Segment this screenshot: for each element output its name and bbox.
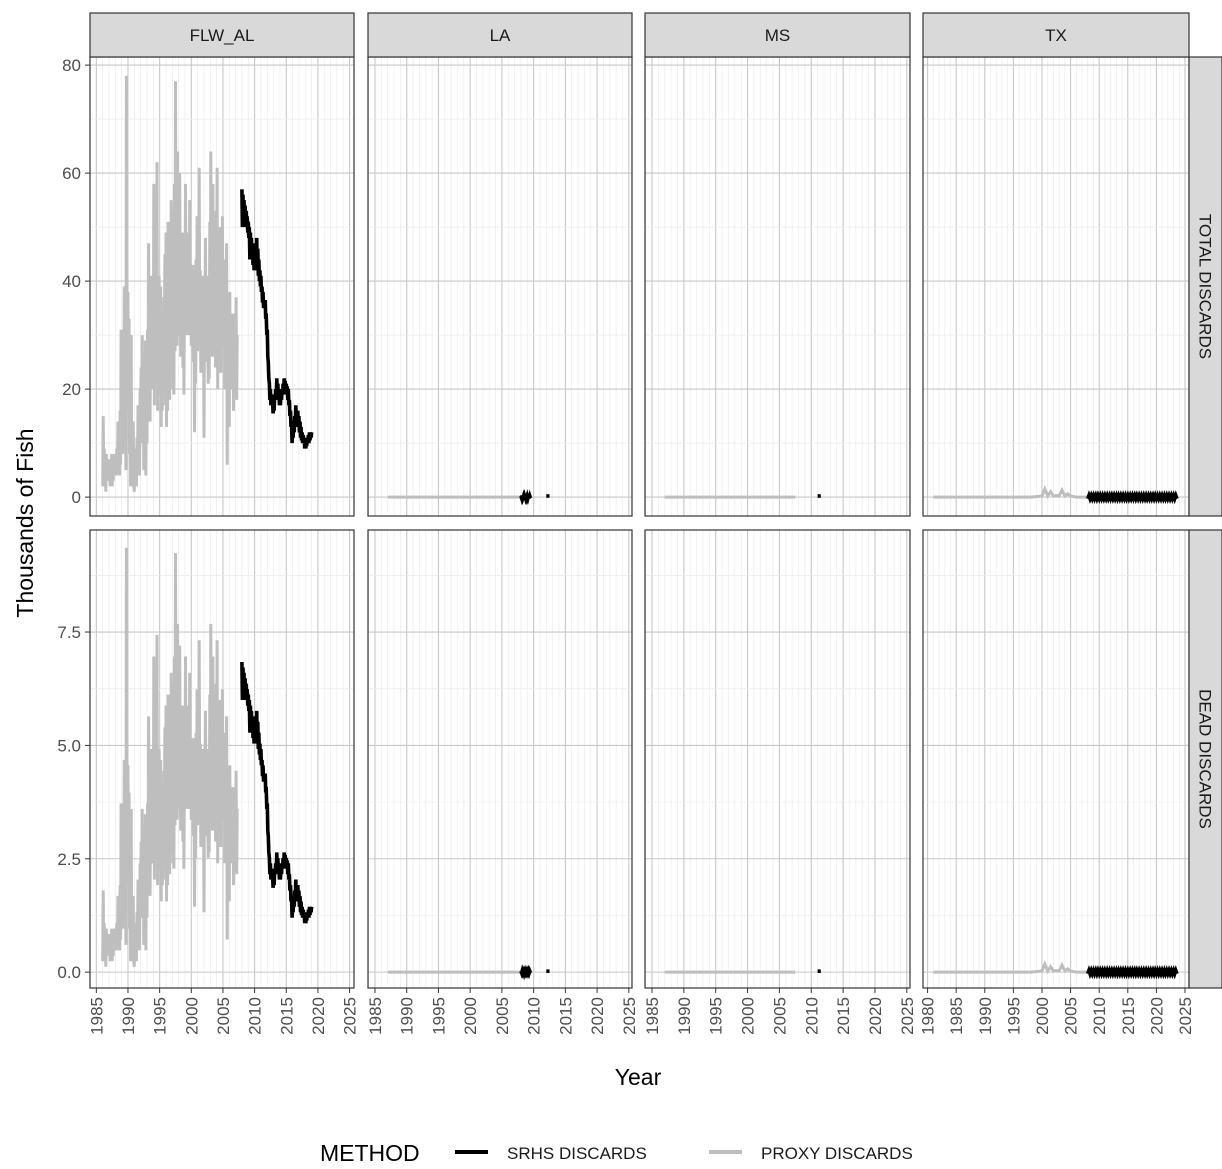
series-line-proxy-discards-dead-discards-flw-al (101, 547, 239, 967)
strip-col-tx (922, 12, 1190, 58)
series-line-srhs-discards-total-discards-la (519, 489, 533, 506)
x-tick-label: 1980 (919, 997, 938, 1035)
series-line-proxy-discards-dead-discards-tx (933, 960, 1088, 975)
x-tick-label: 2020 (588, 997, 607, 1035)
x-tick-label: 1990 (398, 997, 417, 1035)
x-tick-label: 1995 (707, 997, 726, 1035)
y-tick-label: 40 (62, 272, 81, 291)
x-tick-label: 2010 (246, 997, 265, 1035)
x-tick-label: 2005 (493, 997, 512, 1035)
x-tick-label: 2025 (1176, 997, 1195, 1035)
strip-col-flw-al (89, 12, 355, 58)
x-tick-label: 1990 (119, 997, 138, 1035)
x-tick-label: 2005 (214, 997, 233, 1035)
strip-label-ms: MS (765, 26, 791, 45)
x-tick-label: 2015 (277, 997, 296, 1035)
strip-col-la (367, 12, 633, 58)
panel-bg-dead-discards-ms (645, 530, 910, 988)
x-tick-label: 1990 (675, 997, 694, 1035)
strip-label-flw-al: FLW_AL (190, 26, 255, 45)
y-tick-label: 80 (62, 56, 81, 75)
strip-label-dead-discards: DEAD DISCARDS (1196, 689, 1215, 829)
strip-label-tx: TX (1045, 26, 1067, 45)
y-tick-label: 20 (62, 380, 81, 399)
panel-bg-dead-discards-tx (923, 530, 1189, 988)
x-tick-label: 2000 (1033, 997, 1052, 1035)
x-tick-label: 2020 (309, 997, 328, 1035)
y-axis-title: Thousands of Fish (12, 428, 38, 617)
x-tick-label: 2020 (1147, 997, 1166, 1035)
x-tick-label: 2000 (739, 997, 758, 1035)
legend-title: METHOD (320, 1140, 420, 1164)
series-line-srhs-discards-dead-discards-la (519, 963, 533, 981)
x-tick-label: 2015 (834, 997, 853, 1035)
x-tick-label: 1995 (429, 997, 448, 1035)
series-line-srhs-discards-dead-discards-tx (1086, 964, 1179, 980)
x-tick-label: 2020 (866, 997, 885, 1035)
panel-border-dead-discards-ms (644, 529, 911, 989)
y-tick-label: 60 (62, 164, 81, 183)
legend-label-proxy: PROXY DISCARDS (761, 1144, 913, 1163)
y-tick-label: 7.5 (57, 623, 81, 642)
x-tick-label: 2000 (461, 997, 480, 1035)
series-line-proxy-discards-total-discards-tx (933, 485, 1088, 500)
x-tick-label: 1995 (151, 997, 170, 1035)
panel-border-dead-discards-flw-al (89, 529, 355, 989)
strip-col-ms (644, 12, 911, 58)
x-tick-label: 2005 (1062, 997, 1081, 1035)
series-line-proxy-discards-total-discards-flw-al (101, 75, 239, 492)
strip-row-total-discards (1188, 56, 1222, 517)
series-line-srhs-discards-total-discards-tx (1086, 489, 1179, 505)
x-tick-label: 2010 (525, 997, 544, 1035)
panel-bg-total-discards-la (368, 57, 632, 516)
y-tick-label: 0 (72, 488, 81, 507)
x-tick-label: 2005 (770, 997, 789, 1035)
panel-bg-total-discards-tx (923, 57, 1189, 516)
panel-border-dead-discards-la (367, 529, 633, 989)
strip-label-la: LA (490, 26, 511, 45)
x-axis-title: Year (615, 1064, 662, 1090)
x-tick-label: 2015 (1119, 997, 1138, 1035)
x-tick-label: 1985 (366, 997, 385, 1035)
x-tick-label: 2010 (1090, 997, 1109, 1035)
x-tick-label: 2025 (341, 997, 360, 1035)
series-line-srhs-discards-dead-discards-flw-al (240, 661, 314, 924)
x-tick-label: 1990 (976, 997, 995, 1035)
legend-label-srhs: SRHS DISCARDS (507, 1144, 647, 1163)
x-tick-label: 2010 (802, 997, 821, 1035)
panel-bg-dead-discards-la (368, 530, 632, 988)
x-tick-label: 1985 (87, 997, 106, 1035)
x-tick-label: 1995 (1004, 997, 1023, 1035)
legend: METHOD SRHS DISCARDS PROXY DISCARDS (320, 1140, 913, 1166)
x-tick-label: 2025 (898, 997, 917, 1035)
y-tick-label: 0.0 (57, 963, 81, 982)
panel-bg-total-discards-ms (645, 57, 910, 516)
strip-label-total-discards: TOTAL DISCARDS (1196, 214, 1215, 359)
x-tick-label: 1985 (643, 997, 662, 1035)
x-tick-label: 1985 (947, 997, 966, 1035)
strip-row-dead-discards (1188, 529, 1222, 989)
series-line-srhs-discards-total-discards-flw-al (240, 189, 314, 449)
y-tick-label: 5.0 (57, 736, 81, 755)
x-tick-label: 2025 (620, 997, 639, 1035)
y-tick-label: 2.5 (57, 850, 81, 869)
x-tick-label: 2000 (182, 997, 201, 1035)
x-tick-label: 2015 (556, 997, 575, 1035)
